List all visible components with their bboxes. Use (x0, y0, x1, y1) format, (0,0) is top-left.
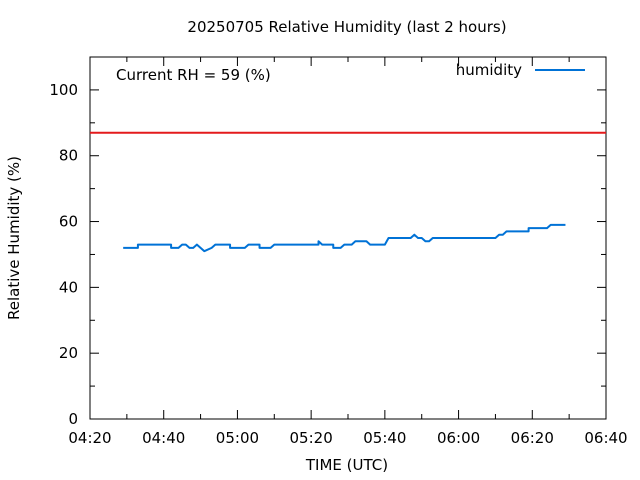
x-tick-label: 04:40 (142, 429, 185, 447)
y-tick-label: 40 (59, 278, 78, 296)
x-tick-label: 05:40 (363, 429, 406, 447)
x-tick-label: 06:00 (437, 429, 480, 447)
plot-area-frame (89, 56, 607, 420)
x-tick-label: 06:20 (511, 429, 554, 447)
x-axis: 04:20 04:40 05:00 05:20 05:40 06:00 06:20 06:40 (68, 57, 628, 447)
y-tick-label: 100 (49, 81, 78, 99)
y-axis: 0 20 40 60 80 100 (49, 81, 606, 428)
y-axis-title: Relative Humidity (%) (5, 156, 23, 320)
series-line-humidity (123, 223, 566, 253)
y-tick-label: 80 (59, 147, 78, 165)
y-tick-label: 0 (68, 410, 78, 428)
legend: humidity (456, 61, 585, 79)
x-axis-title: TIME (UTC) (305, 456, 388, 474)
x-tick-label: 04:20 (68, 429, 111, 447)
x-tick-label: 06:40 (584, 429, 627, 447)
x-tick-label: 05:00 (216, 429, 259, 447)
y-tick-label: 20 (59, 344, 78, 362)
y-tick-label: 60 (59, 213, 78, 231)
current-rh-annotation: Current RH = 59 (%) (116, 66, 271, 84)
x-tick-label: 05:20 (290, 429, 333, 447)
legend-label-humidity: humidity (456, 61, 522, 79)
chart-title: 20250705 Relative Humidity (last 2 hours… (187, 18, 506, 36)
